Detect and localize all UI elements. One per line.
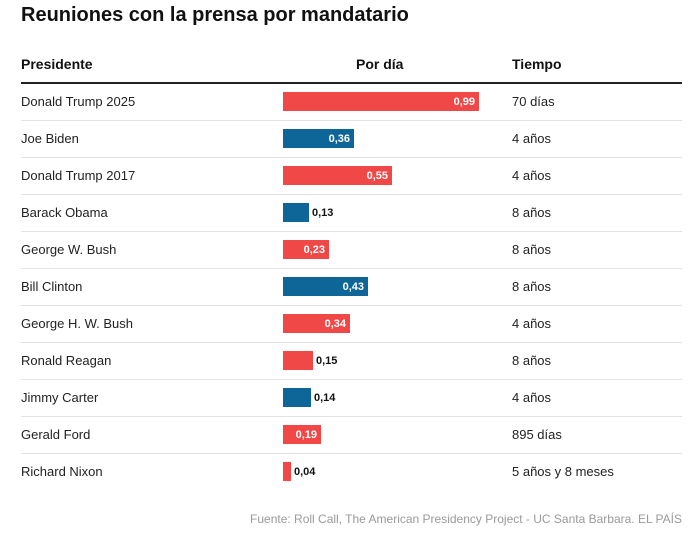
president-name: Donald Trump 2025 (21, 94, 136, 109)
bar (283, 388, 311, 407)
president-name: George W. Bush (21, 242, 117, 257)
bar (283, 92, 479, 111)
bar-value-label: 0,99 (453, 96, 475, 108)
table-row: George H. W. Bush 0,34 4 años (21, 306, 682, 343)
president-name: Barack Obama (21, 205, 108, 220)
bar-value-label: 0,15 (316, 355, 338, 367)
bar (283, 277, 368, 296)
column-header-president: Presidente (21, 56, 93, 72)
president-name: Donald Trump 2017 (21, 168, 136, 183)
bar (283, 462, 291, 481)
table-row: Gerald Ford 0,19 895 días (21, 417, 682, 454)
president-name: Richard Nixon (21, 464, 103, 479)
bar-value-label: 0,36 (328, 133, 350, 145)
bar (283, 351, 313, 370)
bar-value-label: 0,34 (324, 318, 346, 330)
bar-value-label: 0,43 (342, 281, 364, 293)
source-note: Fuente: Roll Call, The American Presiden… (250, 512, 682, 526)
table-row: George W. Bush 0,23 8 años (21, 232, 682, 269)
time-in-office: 8 años (512, 279, 552, 294)
president-name: Bill Clinton (21, 279, 83, 294)
column-header-time: Tiempo (512, 56, 562, 72)
bar-value-label: 0,19 (295, 429, 317, 441)
bar (283, 203, 309, 222)
bar-value-label: 0,14 (314, 392, 336, 404)
table-row: Ronald Reagan 0,15 8 años (21, 343, 682, 380)
bar-value-label: 0,13 (312, 207, 334, 219)
president-name: George H. W. Bush (21, 316, 133, 331)
time-in-office: 4 años (512, 168, 552, 183)
president-name: Ronald Reagan (21, 353, 112, 368)
time-in-office: 8 años (512, 242, 552, 257)
bar (283, 314, 350, 333)
chart-title: Reuniones con la prensa por mandatario (21, 4, 409, 26)
bar-value-label: 0,04 (294, 466, 316, 478)
table-row: Richard Nixon 0,04 5 años y 8 meses (21, 454, 682, 490)
table-header: Presidente Por día Tiempo (21, 50, 682, 84)
table-row: Donald Trump 2025 0,99 70 días (21, 84, 682, 121)
president-name: Joe Biden (21, 131, 79, 146)
president-name: Gerald Ford (21, 427, 91, 442)
chart-rows: Donald Trump 2025 0,99 70 días Joe Biden 0,3… (21, 84, 682, 490)
table-row: Jimmy Carter 0,14 4 años (21, 380, 682, 417)
time-in-office: 70 días (512, 94, 555, 109)
time-in-office: 895 días (512, 427, 562, 442)
bar (283, 240, 329, 259)
table-row: Donald Trump 2017 0,55 4 años (21, 158, 682, 195)
column-header-per-day: Por día (356, 56, 404, 72)
time-in-office: 5 años y 8 meses (512, 464, 614, 479)
bar (283, 425, 321, 444)
time-in-office: 4 años (512, 316, 552, 331)
president-name: Jimmy Carter (21, 390, 99, 405)
table-row: Barack Obama 0,13 8 años (21, 195, 682, 232)
bar-value-label: 0,55 (366, 170, 388, 182)
time-in-office: 4 años (512, 390, 552, 405)
table-row: Bill Clinton 0,43 8 años (21, 269, 682, 306)
bar-value-label: 0,23 (303, 244, 325, 256)
table-row: Joe Biden 0,36 4 años (21, 121, 682, 158)
time-in-office: 8 años (512, 353, 552, 368)
bar (283, 166, 392, 185)
time-in-office: 4 años (512, 131, 552, 146)
time-in-office: 8 años (512, 205, 552, 220)
bar (283, 129, 354, 148)
